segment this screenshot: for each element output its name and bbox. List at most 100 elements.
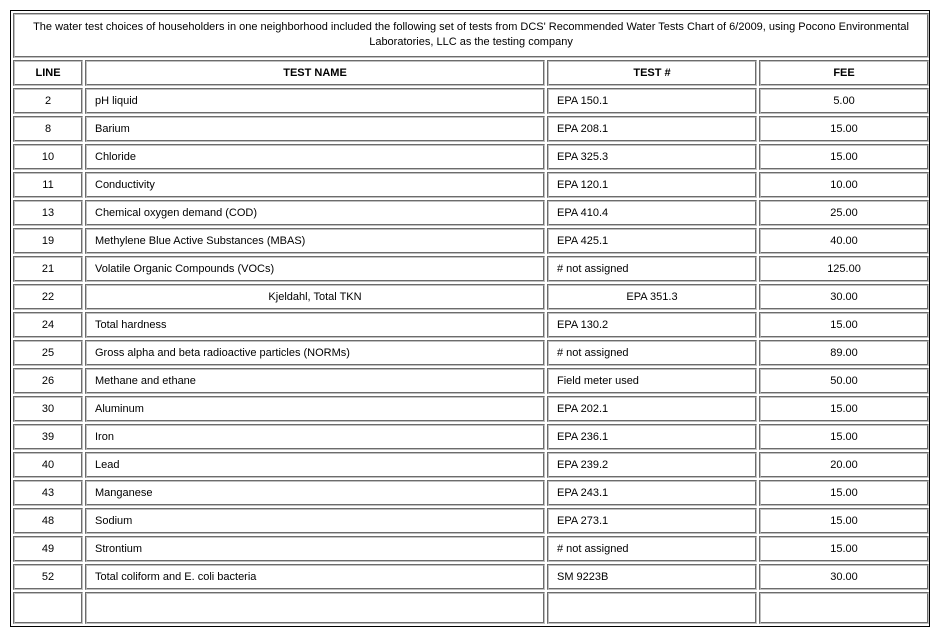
table-row: 39IronEPA 236.115.00: [13, 424, 929, 450]
cell-test-name: Iron: [85, 424, 545, 450]
empty-cell: [85, 592, 545, 624]
empty-cell: [547, 592, 757, 624]
cell-line: 39: [13, 424, 83, 450]
cell-test-name: Strontium: [85, 536, 545, 562]
cell-test-number: EPA 202.1: [547, 396, 757, 422]
cell-test-number: EPA 236.1: [547, 424, 757, 450]
table-row: 2pH liquidEPA 150.15.00: [13, 88, 929, 114]
cell-test-name: Total hardness: [85, 312, 545, 338]
cell-line: 40: [13, 452, 83, 478]
cell-test-number: EPA 273.1: [547, 508, 757, 534]
cell-fee: 15.00: [759, 480, 929, 506]
table-row: 24Total hardnessEPA 130.215.00: [13, 312, 929, 338]
cell-test-number: EPA 325.3: [547, 144, 757, 170]
cell-test-number: # not assigned: [547, 340, 757, 366]
cell-test-number: EPA 120.1: [547, 172, 757, 198]
cell-fee: 25.00: [759, 200, 929, 226]
cell-fee: 50.00: [759, 368, 929, 394]
cell-test-number: EPA 130.2: [547, 312, 757, 338]
empty-cell: [13, 592, 83, 624]
cell-test-number: EPA 150.1: [547, 88, 757, 114]
cell-line: 11: [13, 172, 83, 198]
cell-test-name: Kjeldahl, Total TKN: [85, 284, 545, 310]
col-header-fee: FEE: [759, 60, 929, 86]
cell-test-number: EPA 243.1: [547, 480, 757, 506]
table-row: 13Chemical oxygen demand (COD)EPA 410.42…: [13, 200, 929, 226]
table-row: 30AluminumEPA 202.115.00: [13, 396, 929, 422]
cell-fee: 15.00: [759, 396, 929, 422]
cell-fee: 15.00: [759, 144, 929, 170]
cell-fee: 15.00: [759, 116, 929, 142]
cell-test-number: EPA 410.4: [547, 200, 757, 226]
table-row: 26Methane and ethaneField meter used50.0…: [13, 368, 929, 394]
cell-fee: 5.00: [759, 88, 929, 114]
water-tests-table: The water test choices of householders i…: [11, 11, 931, 626]
cell-test-number: EPA 351.3: [547, 284, 757, 310]
col-header-line: LINE: [13, 60, 83, 86]
cell-line: 19: [13, 228, 83, 254]
cell-line: 22: [13, 284, 83, 310]
table-row: 48SodiumEPA 273.115.00: [13, 508, 929, 534]
table-caption-row: The water test choices of householders i…: [13, 13, 929, 58]
table-row: 22Kjeldahl, Total TKNEPA 351.330.00: [13, 284, 929, 310]
cell-test-name: Chemical oxygen demand (COD): [85, 200, 545, 226]
cell-line: 43: [13, 480, 83, 506]
cell-fee: 15.00: [759, 508, 929, 534]
table-row: 43ManganeseEPA 243.115.00: [13, 480, 929, 506]
cell-test-name: Sodium: [85, 508, 545, 534]
cell-fee: 15.00: [759, 536, 929, 562]
cell-fee: 15.00: [759, 424, 929, 450]
cell-line: 21: [13, 256, 83, 282]
cell-fee: 10.00: [759, 172, 929, 198]
cell-test-name: Manganese: [85, 480, 545, 506]
table-row: 21Volatile Organic Compounds (VOCs)# not…: [13, 256, 929, 282]
cell-test-name: Methylene Blue Active Substances (MBAS): [85, 228, 545, 254]
cell-line: 30: [13, 396, 83, 422]
table-row: 49Strontium# not assigned15.00: [13, 536, 929, 562]
cell-test-name: Chloride: [85, 144, 545, 170]
cell-test-number: EPA 208.1: [547, 116, 757, 142]
cell-line: 49: [13, 536, 83, 562]
table-row: 40LeadEPA 239.220.00: [13, 452, 929, 478]
cell-fee: 20.00: [759, 452, 929, 478]
cell-test-number: Field meter used: [547, 368, 757, 394]
cell-test-name: Barium: [85, 116, 545, 142]
table-row: 19Methylene Blue Active Substances (MBAS…: [13, 228, 929, 254]
cell-test-name: Lead: [85, 452, 545, 478]
cell-line: 52: [13, 564, 83, 590]
cell-test-number: # not assigned: [547, 536, 757, 562]
table-empty-row: [13, 592, 929, 624]
table-row: 10ChlorideEPA 325.315.00: [13, 144, 929, 170]
cell-line: 13: [13, 200, 83, 226]
cell-fee: 30.00: [759, 564, 929, 590]
table-caption: The water test choices of householders i…: [13, 13, 929, 58]
table-row: 11ConductivityEPA 120.110.00: [13, 172, 929, 198]
table-row: 8BariumEPA 208.115.00: [13, 116, 929, 142]
cell-line: 10: [13, 144, 83, 170]
col-header-test-number: TEST #: [547, 60, 757, 86]
cell-fee: 30.00: [759, 284, 929, 310]
cell-line: 25: [13, 340, 83, 366]
cell-test-number: SM 9223B: [547, 564, 757, 590]
cell-test-name: Gross alpha and beta radioactive particl…: [85, 340, 545, 366]
cell-fee: 15.00: [759, 312, 929, 338]
table-row: 52Total coliform and E. coli bacteriaSM …: [13, 564, 929, 590]
cell-test-name: Aluminum: [85, 396, 545, 422]
cell-line: 26: [13, 368, 83, 394]
cell-test-number: EPA 239.2: [547, 452, 757, 478]
cell-line: 24: [13, 312, 83, 338]
cell-fee: 89.00: [759, 340, 929, 366]
cell-test-number: EPA 425.1: [547, 228, 757, 254]
cell-line: 2: [13, 88, 83, 114]
table-row: 25Gross alpha and beta radioactive parti…: [13, 340, 929, 366]
cell-test-name: Methane and ethane: [85, 368, 545, 394]
water-tests-table-container: The water test choices of householders i…: [10, 10, 930, 627]
cell-test-name: Conductivity: [85, 172, 545, 198]
cell-test-name: Total coliform and E. coli bacteria: [85, 564, 545, 590]
cell-test-name: Volatile Organic Compounds (VOCs): [85, 256, 545, 282]
cell-test-number: # not assigned: [547, 256, 757, 282]
col-header-test-name: TEST NAME: [85, 60, 545, 86]
cell-test-name: pH liquid: [85, 88, 545, 114]
cell-line: 8: [13, 116, 83, 142]
table-header-row: LINE TEST NAME TEST # FEE: [13, 60, 929, 86]
